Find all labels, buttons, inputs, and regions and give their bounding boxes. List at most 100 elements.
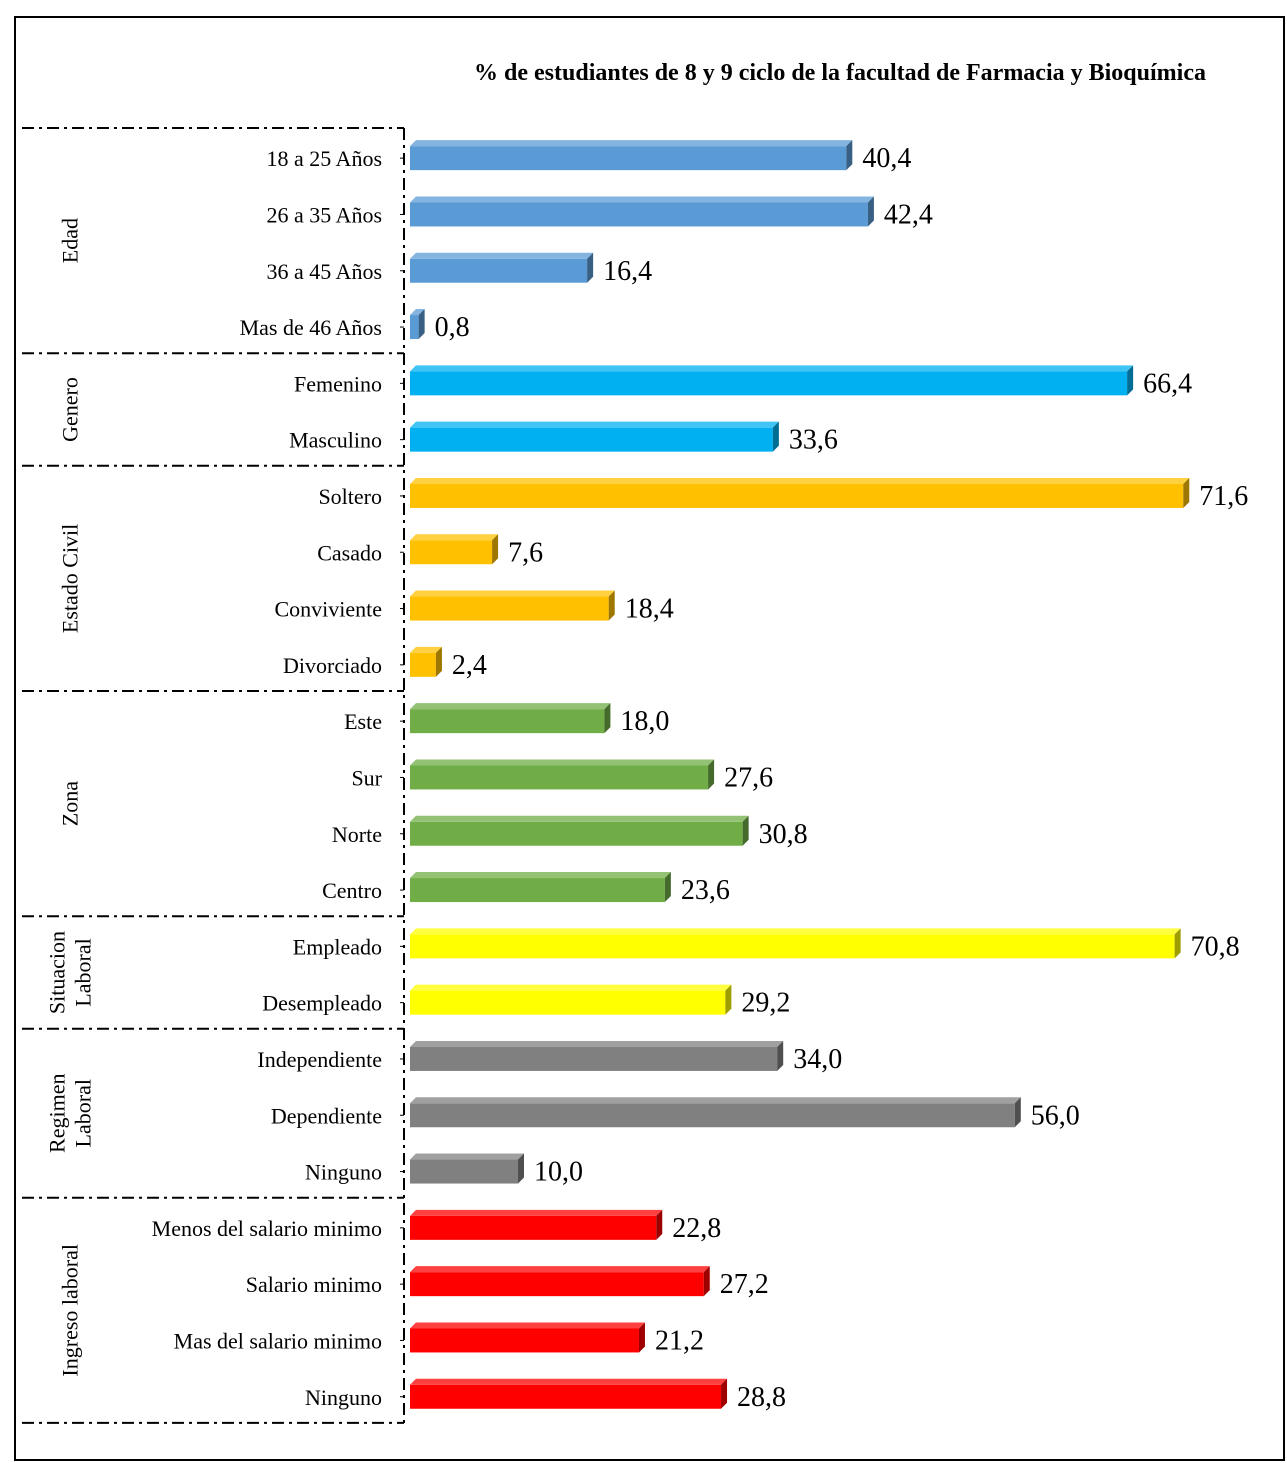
bar-side-face — [1183, 477, 1190, 508]
bar-side-face — [435, 646, 442, 677]
bar-side-face — [664, 872, 671, 903]
category-label: Dependiente — [271, 1103, 382, 1128]
data-label: 29,2 — [741, 988, 790, 1019]
category-label: Femenino — [294, 371, 382, 396]
bar — [410, 258, 588, 283]
bar-side-face — [777, 1040, 784, 1071]
bar-side-face — [492, 534, 499, 565]
bar-side-face — [638, 1322, 645, 1353]
data-label: 33,6 — [789, 425, 838, 456]
bar — [410, 934, 1175, 959]
category-label: Salario minimo — [246, 1272, 382, 1297]
bar-side-face — [1127, 365, 1134, 396]
bar — [410, 596, 609, 621]
group-label: Edad — [58, 218, 83, 263]
data-label: 28,8 — [737, 1382, 786, 1413]
bar-top-face — [410, 1153, 524, 1160]
bar-top-face — [410, 1040, 784, 1047]
category-label: Empleado — [293, 934, 382, 959]
bar — [410, 821, 743, 846]
bar — [410, 1103, 1015, 1128]
data-label: 21,2 — [655, 1325, 704, 1356]
chart-layer: Edad 18 a 25 Años 40,4 26 a 35 Años 42,4 36 a… — [22, 127, 1248, 1427]
data-label: 27,6 — [724, 762, 773, 793]
bar — [410, 371, 1128, 396]
bar-top-face — [410, 815, 749, 822]
bar-side-face — [725, 984, 732, 1015]
category-label: Sur — [351, 765, 382, 790]
category-label: 26 a 35 Años — [267, 202, 383, 227]
bar-top-face — [410, 1097, 1021, 1104]
bar — [410, 146, 847, 171]
data-label: 18,0 — [620, 706, 669, 737]
category-label: Divorciado — [283, 653, 382, 678]
bar-top-face — [410, 590, 615, 597]
category-label: Ninguno — [305, 1385, 382, 1410]
group-label: Regimen — [45, 1074, 70, 1153]
bar-top-face — [410, 1378, 728, 1385]
data-label: 0,8 — [435, 312, 470, 343]
bar-side-face — [608, 590, 615, 621]
bar — [410, 878, 665, 903]
bar-top-face — [410, 1322, 645, 1329]
bar-side-face — [1174, 928, 1181, 959]
bar-top-face — [410, 1209, 663, 1216]
bar-top-face — [410, 872, 671, 879]
bar-top-face — [410, 309, 425, 316]
data-label: 70,8 — [1191, 931, 1240, 962]
group-label: Ingreso laboral — [58, 1244, 83, 1377]
bar — [410, 1159, 518, 1184]
bar-side-face — [656, 1209, 663, 1240]
group-label: Laboral — [71, 1079, 96, 1147]
data-label: 16,4 — [603, 256, 652, 287]
category-label: 36 a 45 Años — [267, 259, 383, 284]
data-label: 22,8 — [672, 1213, 721, 1244]
bar — [410, 540, 493, 565]
category-label: Soltero — [318, 484, 382, 509]
bar — [410, 765, 709, 790]
data-label: 10,0 — [534, 1157, 583, 1188]
bar — [410, 315, 419, 340]
data-label: 23,6 — [681, 875, 730, 906]
data-label: 34,0 — [793, 1044, 842, 1075]
bar-side-face — [846, 140, 853, 171]
category-label: Centro — [322, 878, 382, 903]
bar-side-face — [772, 421, 779, 452]
bar — [410, 652, 436, 677]
category-label: Menos del salario minimo — [152, 1216, 382, 1241]
bar — [410, 990, 726, 1015]
category-label: 18 a 25 Años — [267, 146, 383, 171]
group-label: Situacion — [45, 931, 70, 1014]
bar — [410, 1215, 657, 1240]
bar-side-face — [604, 703, 611, 734]
bar-top-face — [410, 365, 1134, 372]
bar — [410, 1046, 778, 1071]
category-label: Independiente — [257, 1047, 382, 1072]
group-label: Laboral — [71, 938, 96, 1006]
category-label: Mas del salario minimo — [174, 1328, 382, 1353]
group-label: Zona — [58, 781, 83, 826]
bar-top-face — [410, 421, 779, 428]
group-label: Genero — [58, 377, 83, 442]
bar — [410, 709, 605, 734]
category-label: Mas de 46 Años — [240, 315, 382, 340]
data-label: 18,4 — [625, 594, 674, 625]
category-label: Masculino — [289, 428, 382, 453]
bar-side-face — [1014, 1097, 1021, 1128]
category-label: Desempleado — [262, 991, 382, 1016]
data-label: 42,4 — [884, 199, 933, 230]
bar-top-face — [410, 196, 874, 203]
category-label: Ninguno — [305, 1160, 382, 1185]
bar-top-face — [410, 984, 732, 991]
bar — [410, 483, 1184, 508]
bar — [410, 1384, 722, 1409]
bar — [410, 427, 773, 452]
category-label: Casado — [317, 540, 382, 565]
group-label: Estado Civil — [58, 524, 83, 633]
category-label: Norte — [332, 822, 382, 847]
bar-side-face — [742, 815, 749, 846]
bar-side-face — [418, 309, 425, 340]
data-label: 56,0 — [1031, 1100, 1080, 1131]
category-label: Este — [344, 709, 382, 734]
bar-top-face — [410, 928, 1181, 935]
